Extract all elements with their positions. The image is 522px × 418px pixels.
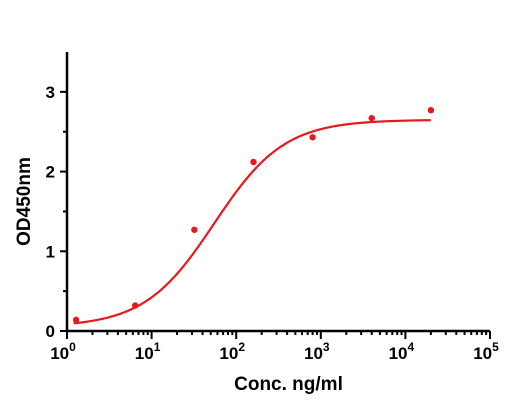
data-point — [132, 302, 139, 309]
data-point — [72, 316, 80, 324]
data-point — [368, 114, 375, 122]
y-tick-label: 0 — [46, 322, 55, 341]
data-point — [250, 158, 257, 166]
x-tick-label: 102 — [219, 340, 245, 363]
y-tick-label: 2 — [46, 163, 55, 182]
y-tick-label: 3 — [46, 83, 55, 102]
x-tick-label: 104 — [389, 340, 415, 363]
x-ticks: 100 101 102 103 104 105 — [50, 331, 499, 363]
x-tick-label: 105 — [473, 340, 499, 363]
fit-curve — [73, 119, 431, 325]
y-ticks: 0 1 2 3 — [46, 83, 67, 341]
y-tick-label: 1 — [46, 242, 55, 261]
x-axis-title: Conc. ng/ml — [234, 374, 343, 395]
data-point — [191, 226, 198, 233]
x-tick-label: 103 — [304, 340, 330, 363]
data-point — [309, 134, 316, 141]
x-tick-label: 101 — [135, 340, 161, 363]
data-point — [427, 106, 435, 114]
x-tick-label: 100 — [50, 340, 76, 363]
axes — [65, 52, 490, 333]
y-axis-title: OD450nm — [14, 157, 35, 246]
data-points — [72, 106, 435, 324]
